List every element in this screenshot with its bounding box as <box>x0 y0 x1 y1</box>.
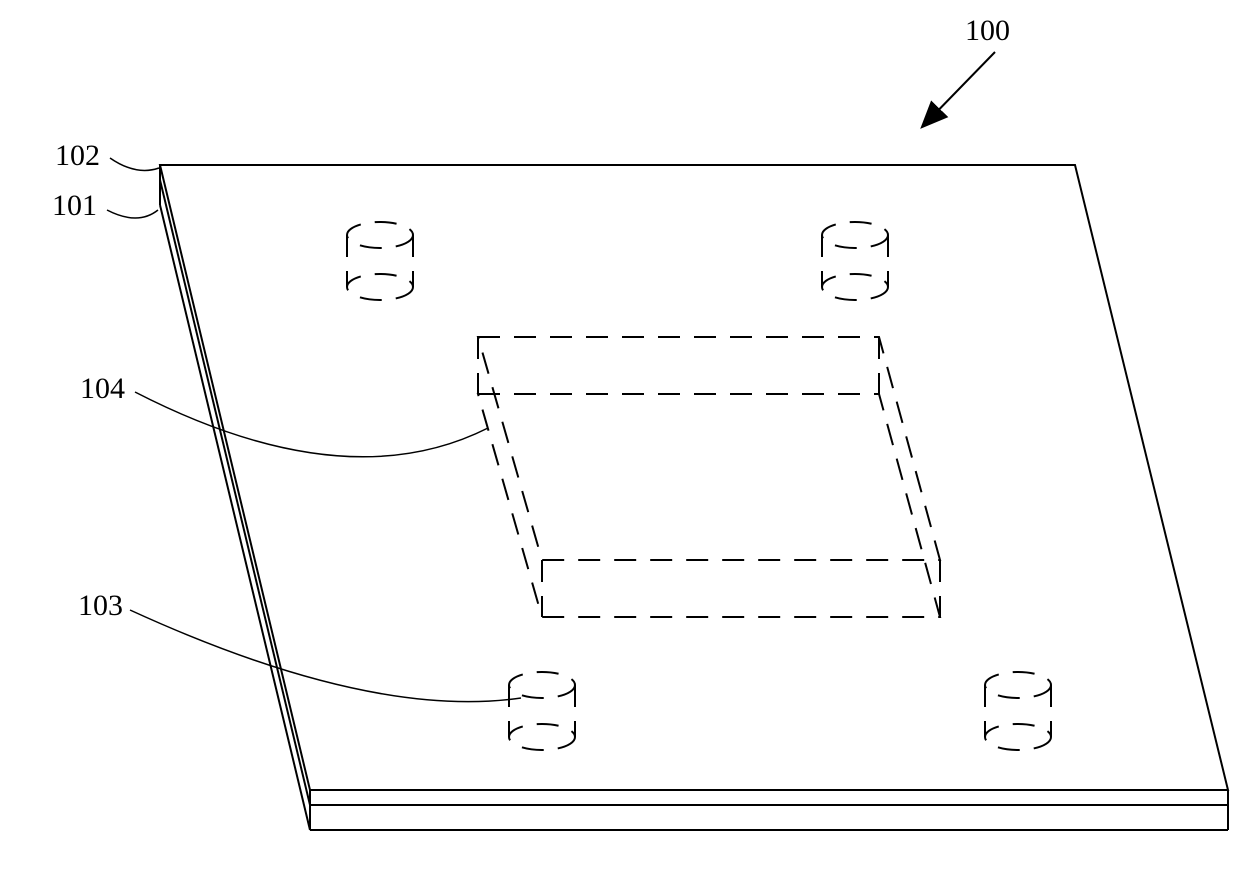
peg <box>347 222 413 300</box>
leader-assembly <box>923 52 995 126</box>
label-top-layer: 102 <box>55 139 100 172</box>
center-box <box>478 337 940 617</box>
peg <box>985 672 1051 750</box>
slab <box>160 165 1228 830</box>
label-peg: 103 <box>78 589 123 622</box>
peg <box>509 672 575 750</box>
peg <box>822 222 888 300</box>
label-center-box: 104 <box>80 372 125 405</box>
label-assembly: 100 <box>965 14 1010 47</box>
label-base-layer: 101 <box>52 189 97 222</box>
diagram-svg: 100 102 101 104 103 <box>0 0 1240 891</box>
